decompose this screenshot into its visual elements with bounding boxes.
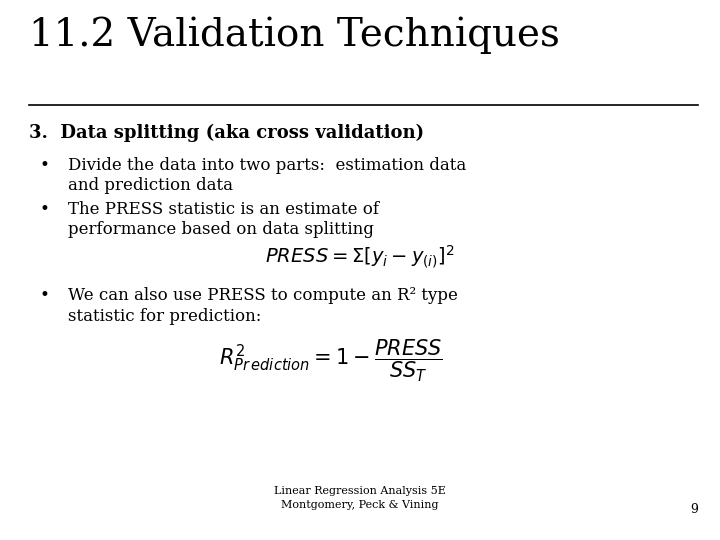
- Text: •: •: [40, 157, 50, 173]
- Text: The PRESS statistic is an estimate of: The PRESS statistic is an estimate of: [68, 201, 379, 218]
- Text: and prediction data: and prediction data: [68, 177, 233, 194]
- Text: Divide the data into two parts:  estimation data: Divide the data into two parts: estimati…: [68, 157, 467, 173]
- Text: We can also use PRESS to compute an R² type: We can also use PRESS to compute an R² t…: [68, 287, 458, 304]
- Text: $R^2_{\mathit{Pr\,ediction}} = 1 - \dfrac{\mathit{PRESS}}{SS_T}$: $R^2_{\mathit{Pr\,ediction}} = 1 - \dfra…: [219, 338, 444, 383]
- Text: 3.  Data splitting (aka cross validation): 3. Data splitting (aka cross validation): [29, 124, 424, 143]
- Text: 9: 9: [690, 503, 698, 516]
- Text: statistic for prediction:: statistic for prediction:: [68, 308, 262, 325]
- Text: 11.2 Validation Techniques: 11.2 Validation Techniques: [29, 16, 559, 53]
- Text: •: •: [40, 287, 50, 304]
- Text: performance based on data splitting: performance based on data splitting: [68, 221, 374, 238]
- Text: $\mathit{PRESS} = \Sigma[y_i - y_{(i)}]^2$: $\mathit{PRESS} = \Sigma[y_i - y_{(i)}]^…: [265, 244, 455, 270]
- Text: •: •: [40, 201, 50, 218]
- Text: Linear Regression Analysis 5E
Montgomery, Peck & Vining: Linear Regression Analysis 5E Montgomery…: [274, 487, 446, 510]
